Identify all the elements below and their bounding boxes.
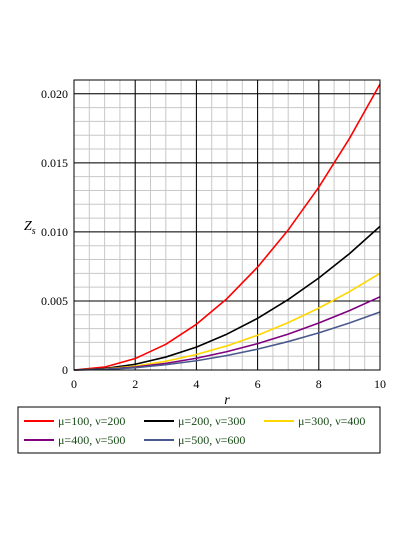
legend: μ=100, ν=200 μ=200, ν=300 μ=300, ν=400 μ=40… xyxy=(24,414,365,447)
plot-frame xyxy=(73,79,381,371)
legend-label: μ=200, ν=300 xyxy=(178,414,245,428)
y-axis-label: Zs xyxy=(24,219,36,237)
x-axis-label: r xyxy=(224,393,230,408)
y-tick-label: 0.005 xyxy=(41,294,68,308)
legend-box xyxy=(17,406,381,454)
y-axis-label-subscript: s xyxy=(32,226,36,237)
y-tick-label: 0.020 xyxy=(41,87,68,101)
minor-grid xyxy=(74,80,380,370)
x-tick-label: 10 xyxy=(374,377,386,391)
series-line-2 xyxy=(73,225,381,371)
series-layer xyxy=(73,83,381,371)
x-tick-label: 2 xyxy=(132,377,138,391)
legend-label: μ=500, ν=600 xyxy=(178,433,245,447)
y-axis-label-main: Z xyxy=(24,219,32,234)
series-line-1 xyxy=(73,83,381,371)
series-line-5 xyxy=(73,311,381,371)
y-tick-label: 0 xyxy=(62,363,68,377)
legend-label: μ=100, ν=200 xyxy=(58,414,125,428)
legend-label: μ=400, ν=500 xyxy=(58,433,125,447)
x-tick-labels: 0 2 4 6 8 10 xyxy=(71,377,386,391)
y-tick-labels: 0 0.005 0.010 0.015 0.020 xyxy=(41,87,68,377)
legend-label: μ=300, ν=400 xyxy=(298,414,365,428)
x-tick-label: 8 xyxy=(316,377,322,391)
x-tick-label: 6 xyxy=(255,377,261,391)
y-tick-label: 0.010 xyxy=(41,225,68,239)
x-tick-label: 4 xyxy=(193,377,199,391)
x-tick-label: 0 xyxy=(71,377,77,391)
y-tick-label: 0.015 xyxy=(41,156,68,170)
